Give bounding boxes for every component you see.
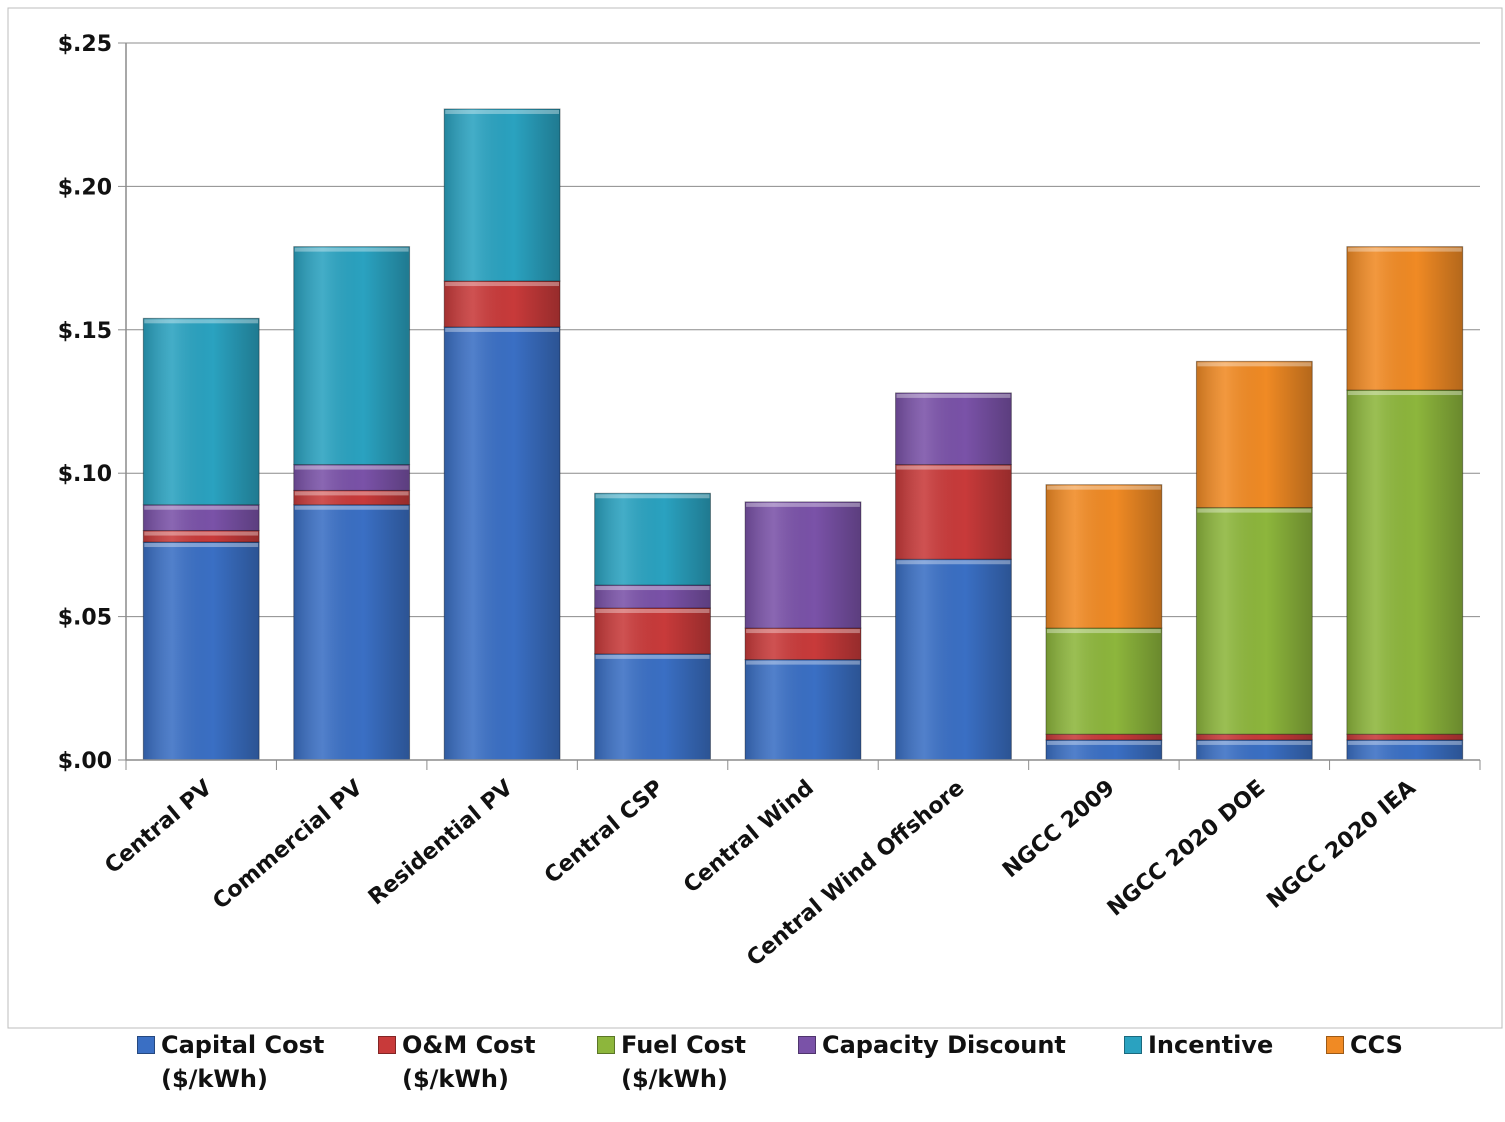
bar-shading <box>594 493 711 586</box>
bar-shading <box>444 281 561 327</box>
bar-highlight <box>1347 391 1462 396</box>
bar-shading <box>1346 390 1463 735</box>
legend-swatch <box>1326 1036 1344 1054</box>
bar-highlight <box>1046 629 1161 634</box>
y-tick-label: $.25 <box>58 32 112 57</box>
legend-unit: ($/kWh) <box>402 1065 509 1093</box>
bar-highlight <box>595 586 710 591</box>
bar-highlight <box>445 282 560 287</box>
bar-highlight <box>1197 740 1312 745</box>
axes <box>125 43 1481 770</box>
bar-shading <box>895 559 1012 760</box>
bar-highlight <box>1197 362 1312 367</box>
bar-shading <box>1346 739 1463 760</box>
bar-highlight <box>445 109 560 114</box>
bar-highlight <box>294 491 409 496</box>
legend-swatch <box>137 1036 155 1054</box>
bar-shading <box>293 490 410 505</box>
bar-highlight <box>294 465 409 470</box>
bar-highlight <box>746 629 860 634</box>
bar-shading <box>1196 507 1313 735</box>
bar-shading <box>594 607 711 654</box>
bar-highlight <box>896 560 1011 565</box>
legend-label: Incentive <box>1148 1031 1274 1059</box>
bar-shading <box>895 392 1012 465</box>
bar-highlight <box>445 327 560 332</box>
bars <box>142 108 1464 761</box>
legend-item-incentive: Incentive <box>1124 1028 1273 1062</box>
bar-shading <box>745 628 861 660</box>
bar-highlight <box>595 494 710 499</box>
y-tick-label: $.10 <box>58 462 112 487</box>
bar-shading <box>594 653 711 760</box>
legend-swatch <box>798 1036 816 1054</box>
bar-highlight <box>294 247 409 252</box>
bar-shading <box>1196 739 1313 760</box>
bar-shading <box>1346 734 1463 740</box>
legend-item-o-m-cost: O&M Cost ($/kWh) <box>378 1028 535 1096</box>
bar-shading <box>1346 246 1463 391</box>
bar-shading <box>1045 734 1162 740</box>
y-tick-label: $.20 <box>58 175 112 200</box>
y-tick-label: $.00 <box>58 749 112 774</box>
bar-shading <box>143 542 260 760</box>
legend-item-capital-cost: Capital Cost ($/kWh) <box>137 1028 324 1096</box>
legend-item-ccs: CCS <box>1326 1028 1403 1062</box>
bar-shading <box>594 585 711 608</box>
legend-unit: ($/kWh) <box>161 1065 268 1093</box>
bar-highlight <box>144 543 259 548</box>
bar-shading <box>444 326 561 760</box>
legend-swatch <box>597 1036 615 1054</box>
bar-highlight <box>896 393 1011 398</box>
bar-shading <box>293 504 410 760</box>
bar-shading <box>1045 628 1162 735</box>
bar-shading <box>1045 484 1162 629</box>
bar-shading <box>1196 734 1313 740</box>
bar-shading <box>293 464 410 491</box>
bar-shading <box>745 659 861 760</box>
legend-label: Fuel Cost <box>621 1031 747 1059</box>
bar-highlight <box>1347 740 1462 745</box>
bar-highlight <box>144 505 259 510</box>
y-tick-label: $.15 <box>58 319 112 344</box>
legend-unit: ($/kWh) <box>621 1065 728 1093</box>
bar-shading <box>143 318 260 505</box>
bar-highlight <box>144 531 259 536</box>
legend-swatch <box>378 1036 396 1054</box>
bar-shading <box>143 530 260 543</box>
legend-label: O&M Cost <box>402 1031 536 1059</box>
bar-highlight <box>746 502 860 507</box>
bar-shading <box>745 501 861 629</box>
bar-highlight <box>1046 740 1161 745</box>
stacked-bar-chart: $.00$.05$.10$.15$.20$.25 Central PVComme… <box>7 7 1503 1029</box>
bar-highlight <box>595 654 710 659</box>
bar-highlight <box>1046 485 1161 490</box>
bar-highlight <box>1197 508 1312 513</box>
y-tick-labels: $.00 $.05 $.10 $.15 $.20 $.25 <box>58 32 112 774</box>
bar-shading <box>293 246 410 465</box>
bar-highlight <box>595 608 710 613</box>
legend-item-capacity-discount: Capacity Discount <box>798 1028 1066 1062</box>
legend-label: Capacity Discount <box>822 1031 1066 1059</box>
bar-shading <box>444 108 561 282</box>
legend-label: Capital Cost <box>161 1031 325 1059</box>
bar-highlight <box>896 465 1011 470</box>
bar-highlight <box>1347 247 1462 252</box>
bar-shading <box>895 464 1012 560</box>
bar-shading <box>1196 361 1313 508</box>
legend: Capital Cost ($/kWh) O&M Cost ($/kWh) Fuel C… <box>0 1028 1505 1108</box>
legend-swatch <box>1124 1036 1142 1054</box>
bar-highlight <box>144 319 259 324</box>
bar-highlight <box>746 660 860 665</box>
bar-shading <box>1045 739 1162 760</box>
legend-label: CCS <box>1350 1031 1403 1059</box>
bar-shading <box>143 504 260 531</box>
legend-item-fuel-cost: Fuel Cost ($/kWh) <box>597 1028 746 1096</box>
bar-highlight <box>294 505 409 510</box>
y-tick-label: $.05 <box>58 606 112 631</box>
